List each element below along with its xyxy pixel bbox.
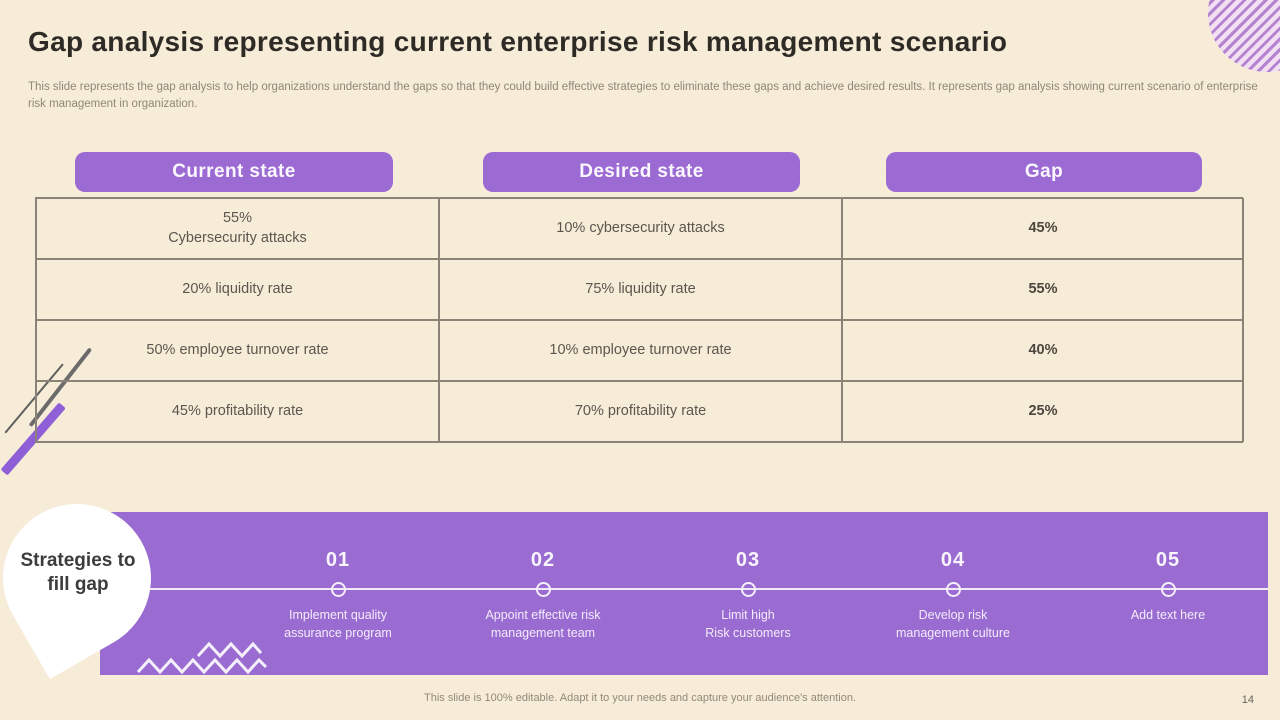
table-cell-desired: 75% liquidity rate (439, 259, 842, 320)
header-pill-gap: Gap (886, 152, 1202, 192)
strategies-band (100, 512, 1268, 675)
zigzag-decoration (136, 641, 268, 675)
step-label: Add text here (1130, 608, 1206, 622)
table-cell-current: 20% liquidity rate (36, 259, 439, 320)
step-number: 01 (325, 549, 351, 571)
page-title: Gap analysis representing current enterp… (28, 26, 1008, 57)
strategies-label: Strategies to fill gap (20, 550, 136, 595)
footer-note: This slide is 100% editable. Adapt it to… (424, 692, 856, 704)
striped-circle-decoration (1208, 0, 1280, 72)
table-cell-desired: 10% employee turnover rate (439, 320, 842, 381)
step-number: 04 (940, 549, 966, 571)
header-pill-current-state: Current state (75, 152, 393, 192)
timeline-line (148, 588, 1268, 590)
step-label: Implement quality assurance program (284, 608, 392, 641)
timeline-node (1161, 582, 1176, 597)
table-cell-gap: 25% (842, 381, 1244, 442)
step-label: Develop risk management culture (896, 608, 1010, 641)
step-number: 03 (735, 549, 761, 571)
table-cell-gap: 55% (842, 259, 1244, 320)
slide-description: This slide represents the gap analysis t… (28, 81, 1258, 111)
timeline-node (741, 582, 756, 597)
table-cell-current: 45% profitability rate (36, 381, 439, 442)
table-cell-gap: 45% (842, 198, 1244, 259)
timeline-node (946, 582, 961, 597)
table-cell-current: 55% Cybersecurity attacks (36, 198, 439, 259)
gap-analysis-table: 55% Cybersecurity attacks 10% cybersecur… (35, 197, 1244, 443)
timeline-node (536, 582, 551, 597)
step-number: 02 (530, 549, 556, 571)
table-cell-desired: 70% profitability rate (439, 381, 842, 442)
step-label: Appoint effective risk management team (485, 608, 601, 641)
header-pill-desired-state: Desired state (483, 152, 800, 192)
step-label: Limit high Risk customers (705, 608, 791, 641)
table-cell-gap: 40% (842, 320, 1244, 381)
timeline-node (331, 582, 346, 597)
step-number: 05 (1155, 549, 1181, 571)
table-cell-desired: 10% cybersecurity attacks (439, 198, 842, 259)
table-cell-current: 50% employee turnover rate (36, 320, 439, 381)
page-number: 14 (1241, 694, 1254, 706)
